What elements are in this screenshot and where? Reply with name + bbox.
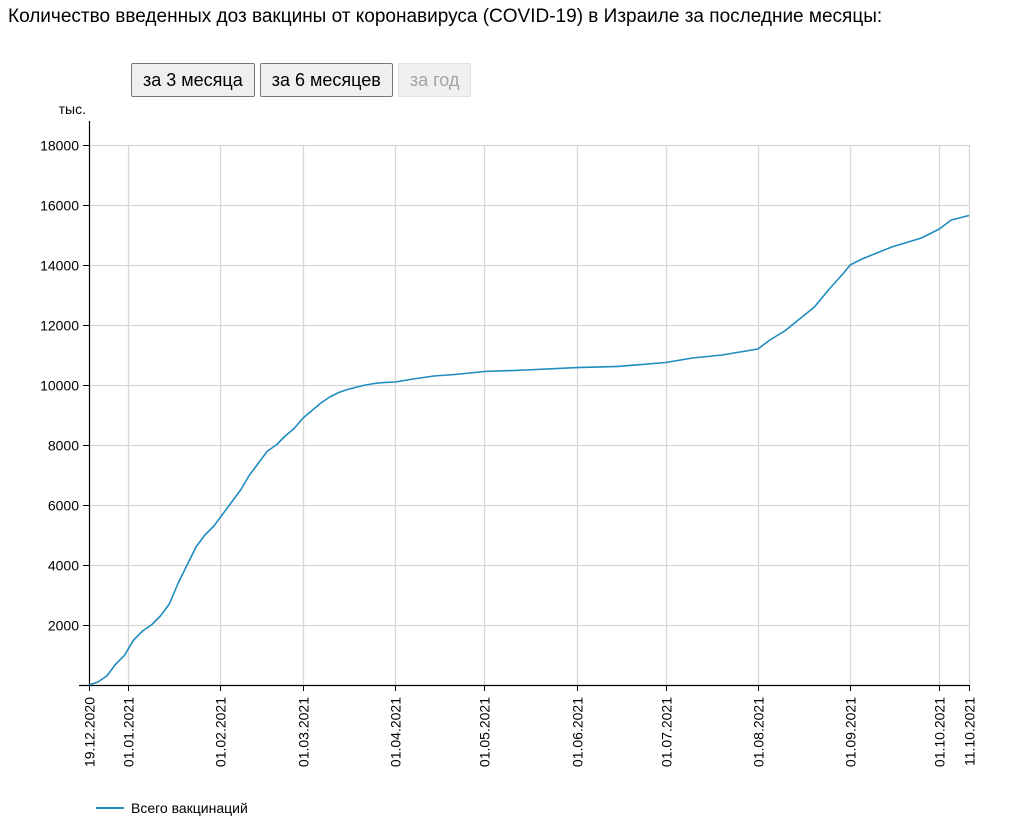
y-tick-label: 16000 (40, 198, 79, 214)
grid-lines (89, 144, 971, 685)
legend: Всего вакцинаций (96, 800, 248, 816)
x-tick-label: 01.09.2021 (843, 697, 859, 767)
x-tick-label: 01.02.2021 (213, 697, 229, 767)
y-tick-label: 8000 (48, 438, 79, 454)
range-6-months-button[interactable]: за 6 месяцев (259, 63, 393, 97)
legend-line-swatch (96, 807, 124, 809)
y-tick-label: 18000 (40, 138, 79, 154)
y-tick-label: 14000 (40, 258, 79, 274)
x-tick-label: 01.08.2021 (751, 697, 767, 767)
x-tick-label: 01.05.2021 (477, 697, 493, 767)
x-tick-label: 01.07.2021 (659, 697, 675, 767)
y-tick-label: 2000 (48, 618, 79, 634)
x-tick-label: 19.12.2020 (82, 697, 98, 767)
x-tick-label: 01.03.2021 (296, 697, 312, 767)
y-tick-label: 4000 (48, 558, 79, 574)
range-3-months-button[interactable]: за 3 месяца (131, 63, 255, 97)
page-title: Количество введенных доз вакцины от коро… (8, 6, 883, 27)
y-tick-label: 10000 (40, 378, 79, 394)
x-tick-label: 01.01.2021 (121, 697, 137, 767)
x-tick-label: 01.10.2021 (932, 697, 948, 767)
range-selector: за 3 месяца за 6 месяцев за год (131, 63, 472, 97)
x-tick-label: 11.10.2021 (962, 697, 978, 766)
axes: 2000 4000 6000 8000 10000 12000 14000 16000 1800… (40, 121, 978, 767)
series-layer (88, 214, 970, 686)
series-line-total-vaccinations (88, 214, 970, 686)
y-tick-label: 6000 (48, 498, 79, 514)
range-year-button: за год (397, 63, 472, 97)
x-tick-label: 01.04.2021 (388, 697, 404, 767)
legend-label: Всего вакцинаций (131, 800, 248, 816)
x-tick-label: 01.06.2021 (570, 697, 586, 767)
y-axis-unit-label: тыс. (59, 101, 86, 117)
line-chart: 2000 4000 6000 8000 10000 12000 14000 16000 1800… (40, 101, 978, 767)
y-tick-label: 12000 (40, 318, 79, 334)
